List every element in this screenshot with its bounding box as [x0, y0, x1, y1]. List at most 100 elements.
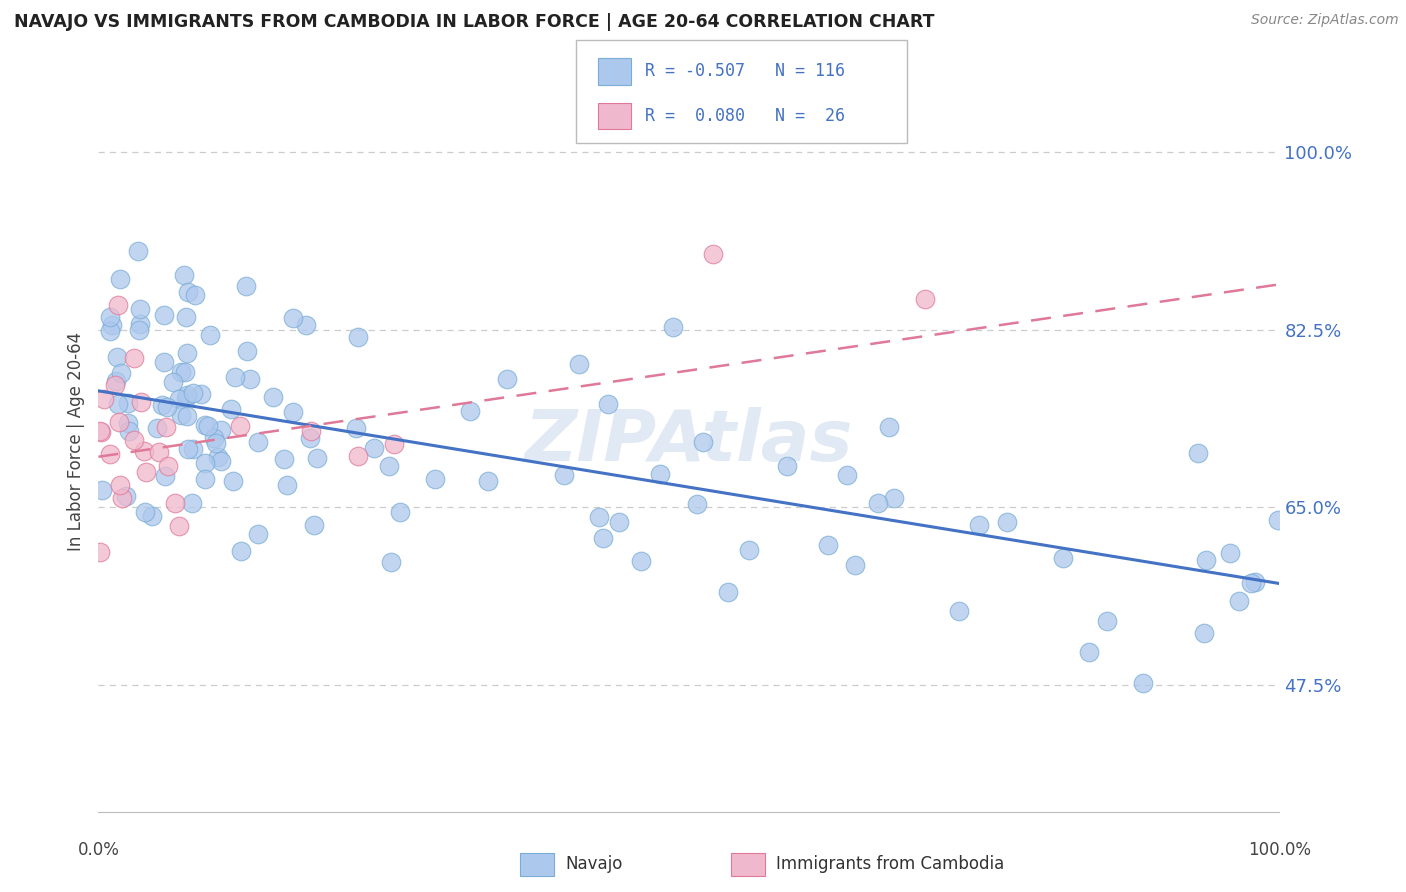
- Point: [837, 468, 859, 483]
- Point: [648, 467, 671, 481]
- Point: [156, 458, 179, 473]
- Point: [122, 433, 145, 447]
- Point: [181, 442, 204, 456]
- Text: 0.0%: 0.0%: [77, 841, 120, 859]
- Point: [89, 544, 111, 558]
- Point: [262, 390, 284, 404]
- Point: [193, 472, 215, 486]
- Point: [174, 365, 197, 379]
- Text: 100.0%: 100.0%: [1249, 841, 1310, 859]
- Point: [117, 395, 139, 409]
- Point: [295, 318, 318, 332]
- Point: [246, 526, 269, 541]
- Point: [305, 450, 328, 465]
- Point: [423, 472, 446, 486]
- Point: [460, 403, 482, 417]
- Text: NAVAJO VS IMMIGRANTS FROM CAMBODIA IN LABOR FORCE | AGE 20-64 CORRELATION CHART: NAVAJO VS IMMIGRANTS FROM CAMBODIA IN LA…: [14, 13, 935, 31]
- Point: [170, 408, 193, 422]
- Point: [108, 415, 131, 429]
- Point: [128, 323, 150, 337]
- Point: [477, 474, 499, 488]
- Point: [1244, 575, 1267, 590]
- Point: [153, 309, 176, 323]
- Point: [105, 375, 128, 389]
- Text: R = -0.507   N = 116: R = -0.507 N = 116: [645, 62, 845, 80]
- Point: [883, 491, 905, 505]
- Point: [134, 443, 156, 458]
- Point: [129, 302, 152, 317]
- Point: [247, 435, 270, 450]
- Point: [276, 477, 298, 491]
- Point: [1240, 576, 1263, 591]
- Point: [299, 431, 322, 445]
- Point: [173, 268, 195, 282]
- Point: [190, 387, 212, 401]
- Point: [273, 451, 295, 466]
- Point: [174, 391, 197, 405]
- Point: [344, 421, 367, 435]
- Point: [378, 458, 401, 473]
- Point: [202, 431, 225, 445]
- Point: [389, 505, 412, 519]
- Point: [111, 491, 134, 505]
- Point: [567, 357, 589, 371]
- Point: [702, 247, 724, 261]
- Point: [98, 325, 121, 339]
- Point: [148, 444, 170, 458]
- Point: [89, 424, 111, 438]
- Point: [193, 418, 215, 433]
- Point: [592, 531, 614, 545]
- Point: [1267, 513, 1289, 527]
- Point: [129, 395, 152, 409]
- Point: [299, 424, 322, 438]
- Point: [98, 447, 121, 461]
- Point: [155, 420, 177, 434]
- Point: [205, 436, 228, 450]
- Point: [194, 456, 217, 470]
- Point: [553, 468, 575, 483]
- Point: [1132, 676, 1154, 690]
- Text: Source: ZipAtlas.com: Source: ZipAtlas.com: [1251, 13, 1399, 28]
- Point: [110, 477, 132, 491]
- Point: [207, 450, 229, 464]
- Point: [281, 405, 304, 419]
- Point: [1077, 645, 1099, 659]
- Point: [107, 397, 129, 411]
- Point: [1194, 626, 1216, 640]
- Point: [170, 365, 193, 379]
- Point: [236, 343, 259, 358]
- Point: [967, 518, 990, 533]
- Point: [141, 509, 163, 524]
- Point: [879, 420, 901, 434]
- Point: [90, 425, 112, 439]
- Point: [181, 495, 204, 509]
- Point: [495, 371, 517, 385]
- Point: [150, 398, 173, 412]
- Point: [104, 377, 127, 392]
- Point: [817, 538, 839, 552]
- Point: [163, 495, 186, 509]
- Text: ZIPAtlas: ZIPAtlas: [524, 407, 853, 476]
- Point: [380, 555, 402, 569]
- Point: [110, 366, 132, 380]
- Point: [167, 519, 190, 533]
- Point: [145, 421, 167, 435]
- Point: [596, 397, 619, 411]
- Point: [209, 453, 232, 467]
- Point: [117, 425, 139, 439]
- Point: [176, 442, 198, 457]
- Point: [363, 441, 385, 455]
- Point: [174, 310, 197, 324]
- Point: [176, 388, 198, 402]
- Point: [135, 466, 157, 480]
- Point: [134, 505, 156, 519]
- Point: [717, 585, 740, 599]
- Point: [382, 437, 405, 451]
- Point: [948, 604, 970, 618]
- Point: [607, 515, 630, 529]
- Point: [198, 327, 221, 342]
- Point: [209, 423, 232, 437]
- Point: [347, 330, 370, 344]
- Point: [995, 515, 1018, 529]
- Point: [176, 346, 198, 360]
